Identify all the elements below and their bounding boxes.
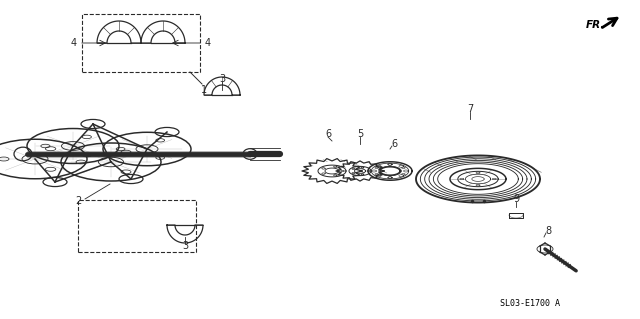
Text: 3: 3 bbox=[219, 74, 225, 84]
Text: 6: 6 bbox=[325, 129, 331, 139]
Text: 7: 7 bbox=[467, 104, 473, 114]
Text: SL03-E1700 A: SL03-E1700 A bbox=[500, 299, 560, 308]
Text: 1: 1 bbox=[201, 85, 207, 95]
Text: 5: 5 bbox=[357, 129, 363, 139]
Text: 2: 2 bbox=[75, 196, 81, 206]
Text: 4: 4 bbox=[71, 38, 77, 48]
Text: 9: 9 bbox=[513, 194, 519, 204]
Text: 3: 3 bbox=[182, 241, 188, 251]
Text: 4: 4 bbox=[205, 38, 211, 48]
Text: 6: 6 bbox=[391, 139, 397, 149]
Text: FR.: FR. bbox=[586, 20, 605, 30]
Text: 8: 8 bbox=[545, 226, 551, 236]
